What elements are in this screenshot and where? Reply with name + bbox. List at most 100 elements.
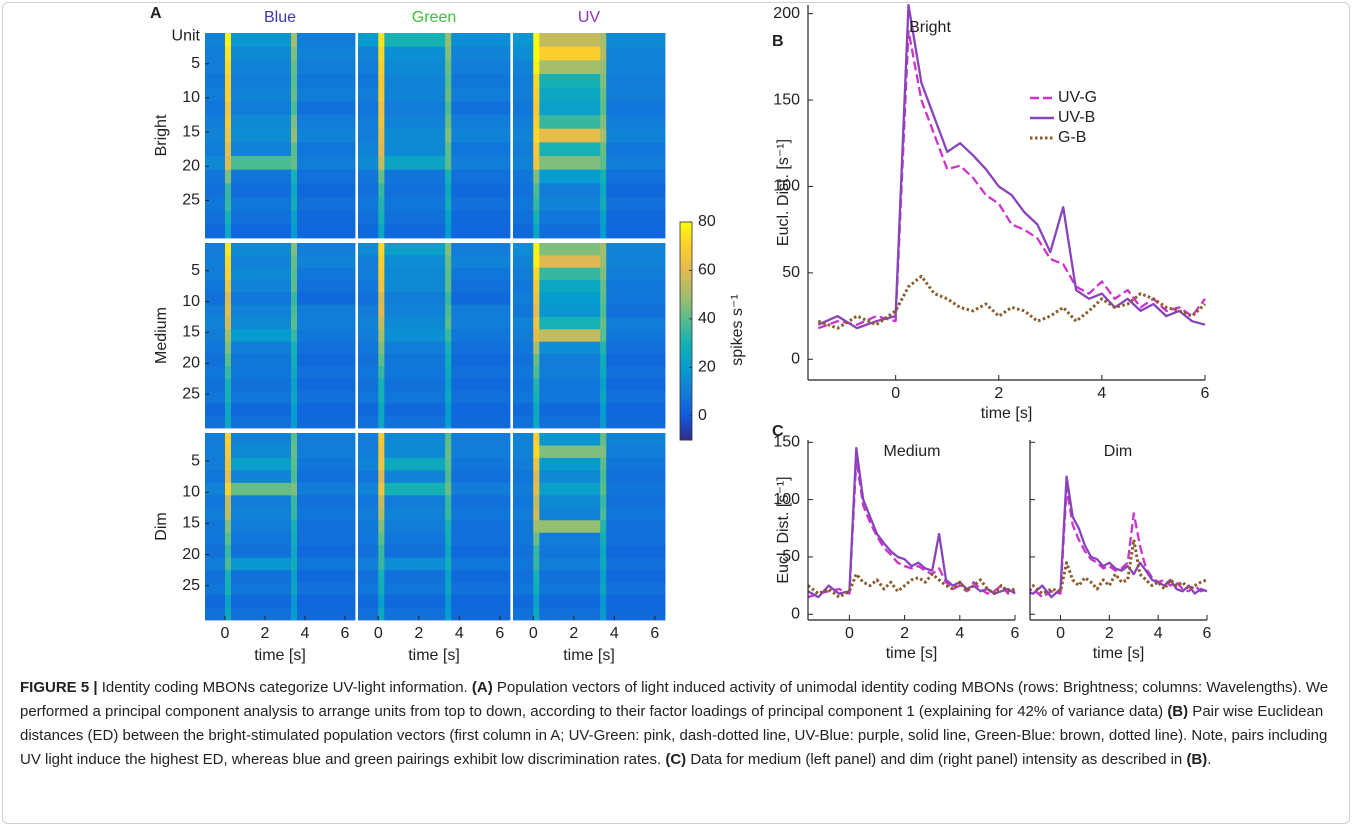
- column-title: UV: [578, 9, 601, 26]
- y-tick-label: 15: [182, 324, 200, 341]
- heatmap-cell: [533, 255, 540, 269]
- heatmap-cell: [378, 74, 385, 89]
- heatmap-cell: [384, 532, 446, 546]
- panel-label: A: [150, 5, 162, 22]
- heatmap-cell: [205, 74, 226, 89]
- heatmap-cell: [384, 142, 446, 157]
- heatmap-cell: [225, 341, 232, 355]
- heatmap-cell: [451, 415, 511, 429]
- heatmap-cell: [451, 87, 511, 102]
- colorbar-band: [680, 261, 692, 267]
- colorbar-tick-label: 20: [698, 359, 716, 376]
- heatmap-cell: [378, 46, 385, 61]
- heatmap-cell: [358, 142, 379, 157]
- heatmap-cell: [358, 507, 379, 521]
- heatmap-cell: [205, 329, 226, 343]
- caption-bold: (A): [471, 679, 493, 696]
- heatmap-cell: [225, 445, 232, 459]
- heatmap-cell: [451, 433, 511, 446]
- heatmap-cell: [231, 183, 292, 198]
- heatmap-cell: [451, 532, 511, 546]
- heatmap-cell: [291, 128, 298, 143]
- heatmap-cell: [539, 532, 601, 546]
- heatmap-cell: [297, 304, 356, 318]
- heatmap-cell: [600, 210, 607, 225]
- heatmap-cell: [513, 267, 534, 281]
- heatmap-cell: [600, 445, 607, 459]
- heatmap-cell: [291, 60, 298, 75]
- heatmap-cell: [205, 341, 226, 355]
- colorbar-band: [680, 334, 692, 339]
- heatmap-cell: [378, 128, 385, 143]
- heatmap-cell: [231, 292, 292, 306]
- caption: FIGURE 5 | Identity coding MBONs categor…: [20, 676, 1330, 772]
- heatmap-cell: [539, 128, 601, 143]
- heatmap-cell: [533, 366, 540, 380]
- heatmap-cell: [205, 495, 226, 509]
- heatmap-cell: [384, 183, 446, 198]
- colorbar-band: [680, 345, 692, 350]
- heatmap-cell: [231, 482, 292, 496]
- heatmap-cell: [297, 457, 356, 471]
- x-tick-label: 2: [1105, 625, 1114, 642]
- heatmap-cell: [451, 183, 511, 198]
- colorbar-tick-label: 40: [698, 310, 716, 327]
- heatmap-cell: [225, 243, 232, 256]
- y-axis-label: Eucl. Dist. [s⁻¹]: [775, 476, 792, 583]
- heatmap-cell: [606, 142, 666, 157]
- colorbar-band: [680, 425, 692, 430]
- heatmap-cell: [533, 341, 540, 355]
- colorbar-tick-label: 60: [698, 262, 716, 279]
- heatmap-cell: [445, 507, 452, 521]
- colorbar-band: [680, 258, 692, 263]
- heatmap-cell: [358, 169, 379, 184]
- heatmap-cell: [451, 142, 511, 157]
- y-tick-label: 5: [191, 262, 200, 279]
- heatmap-cell: [451, 482, 511, 496]
- heatmap-cell: [384, 457, 446, 471]
- heatmap-cell: [225, 224, 232, 239]
- heatmap-cell: [539, 267, 601, 281]
- heatmap-cell: [533, 292, 540, 306]
- caption-bold: FIGURE 5 |: [20, 679, 98, 696]
- heatmap-cell: [445, 183, 452, 198]
- heatmap-cell: [384, 433, 446, 446]
- heatmap-cell: [600, 532, 607, 546]
- heatmap-cell: [445, 482, 452, 496]
- heatmap-cell: [291, 457, 298, 471]
- heatmap-cell: [600, 545, 607, 559]
- heatmap-cell: [445, 115, 452, 130]
- heatmap-cell: [451, 224, 511, 239]
- heatmap-cell: [384, 354, 446, 367]
- heatmap-cell: [513, 128, 534, 143]
- heatmap-cell: [378, 243, 385, 256]
- chart-title: Dim: [1104, 443, 1132, 460]
- colorbar-band: [680, 222, 692, 227]
- heatmap-cell: [533, 378, 540, 392]
- heatmap-cell: [384, 595, 446, 608]
- heatmap-cell: [606, 33, 666, 48]
- y-tick-label: 0: [791, 605, 800, 622]
- heatmap-cell: [451, 557, 511, 571]
- heatmap-cell: [539, 115, 601, 130]
- heatmap-cell: [225, 582, 232, 596]
- heatmap-cell: [378, 317, 385, 330]
- heatmap-cell: [533, 317, 540, 330]
- heatmap-cell: [358, 391, 379, 404]
- heatmap-cell: [225, 33, 232, 48]
- heatmap-cell: [445, 545, 452, 559]
- heatmap-cell: [606, 210, 666, 225]
- heatmap-cell: [539, 210, 601, 225]
- heatmap-cell: [291, 304, 298, 318]
- heatmap-cell: [533, 183, 540, 198]
- heatmap-cell: [378, 115, 385, 130]
- heatmap-cell: [225, 280, 232, 293]
- heatmap-cell: [513, 317, 534, 330]
- heatmap-cell: [451, 169, 511, 184]
- colorbar-band: [680, 436, 692, 441]
- heatmap-cell: [225, 46, 232, 61]
- heatmap-cell: [225, 403, 232, 417]
- heatmap-cell: [451, 582, 511, 596]
- heatmap-cell: [205, 304, 226, 318]
